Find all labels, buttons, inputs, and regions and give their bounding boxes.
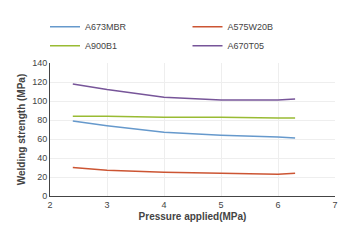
svg-text:7: 7	[332, 200, 337, 210]
svg-text:A670T05: A670T05	[228, 41, 265, 51]
svg-text:A673MBR: A673MBR	[85, 22, 127, 32]
svg-text:6: 6	[275, 200, 280, 210]
svg-text:Welding strength (MPa): Welding strength (MPa)	[16, 74, 27, 185]
svg-text:120: 120	[32, 77, 47, 87]
svg-text:20: 20	[37, 172, 47, 182]
svg-text:80: 80	[37, 115, 47, 125]
svg-text:5: 5	[218, 200, 223, 210]
svg-text:2: 2	[47, 200, 52, 210]
svg-text:A575W20B: A575W20B	[228, 22, 274, 32]
svg-text:4: 4	[161, 200, 166, 210]
svg-text:Pressure applied(MPa): Pressure applied(MPa)	[139, 211, 247, 222]
svg-text:3: 3	[104, 200, 109, 210]
svg-text:A900B1: A900B1	[85, 41, 117, 51]
svg-text:100: 100	[32, 96, 47, 106]
svg-text:140: 140	[32, 58, 47, 68]
svg-text:60: 60	[37, 134, 47, 144]
svg-text:0: 0	[42, 191, 47, 201]
svg-text:40: 40	[37, 153, 47, 163]
